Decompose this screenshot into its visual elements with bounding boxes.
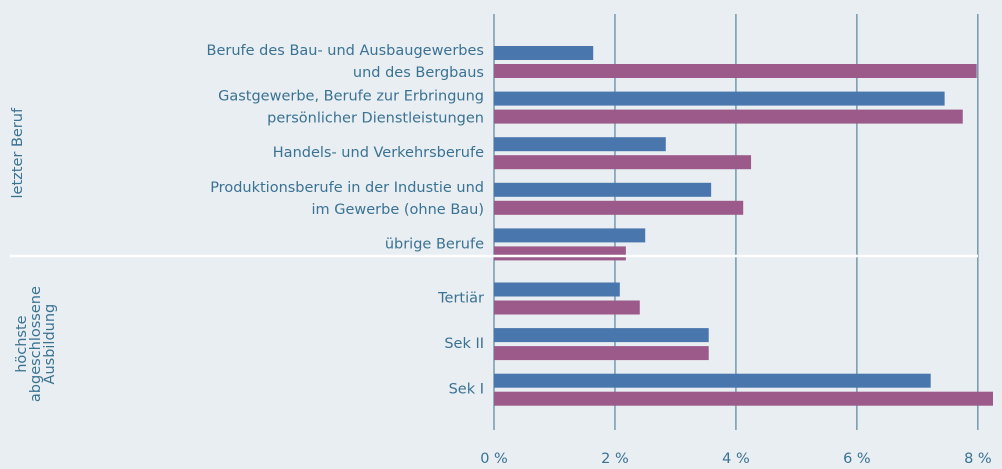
bar [494, 155, 752, 170]
category-label: und des Bergbaus [353, 65, 484, 81]
bar [494, 137, 666, 152]
category-label: im Gewerbe (ohne Bau) [311, 202, 484, 218]
bar [494, 109, 963, 124]
x-tick-label: 6 % [843, 451, 871, 467]
bar [494, 328, 709, 343]
category-label: Produktionsberufe in der Industie und [210, 180, 484, 196]
category-label: Gastgewerbe, Berufe zur Erbringung [218, 89, 484, 105]
category-label: persönlicher Dienstleistungen [267, 111, 484, 127]
group-label: abgeschlossene [28, 286, 44, 402]
category-label: Handels- und Verkehrsberufe [273, 145, 484, 161]
x-tick-label: 0 % [480, 451, 508, 467]
x-tick-label: 8 % [964, 451, 992, 467]
bar [494, 91, 945, 106]
bar [494, 300, 640, 315]
bar [494, 246, 626, 261]
category-label: Sek I [449, 382, 484, 398]
category-label: Berufe des Bau- und Ausbaugewerbes [207, 43, 485, 59]
bar [494, 282, 620, 297]
bar [494, 228, 646, 243]
bar [494, 200, 744, 215]
x-tick-label: 2 % [601, 451, 629, 467]
category-label: übrige Berufe [385, 236, 484, 252]
bar [494, 346, 709, 361]
category-label: Sek II [444, 336, 484, 352]
bar [494, 46, 594, 60]
bar [494, 64, 977, 78]
x-tick-label: 4 % [722, 451, 750, 467]
group-label: letzter Beruf [10, 107, 26, 198]
group-label: höchste [14, 315, 30, 372]
category-label: Tertiär [437, 291, 484, 307]
bar [494, 182, 712, 197]
bar [494, 391, 993, 406]
bar [494, 373, 931, 388]
group-label: Ausbildung [42, 304, 58, 385]
